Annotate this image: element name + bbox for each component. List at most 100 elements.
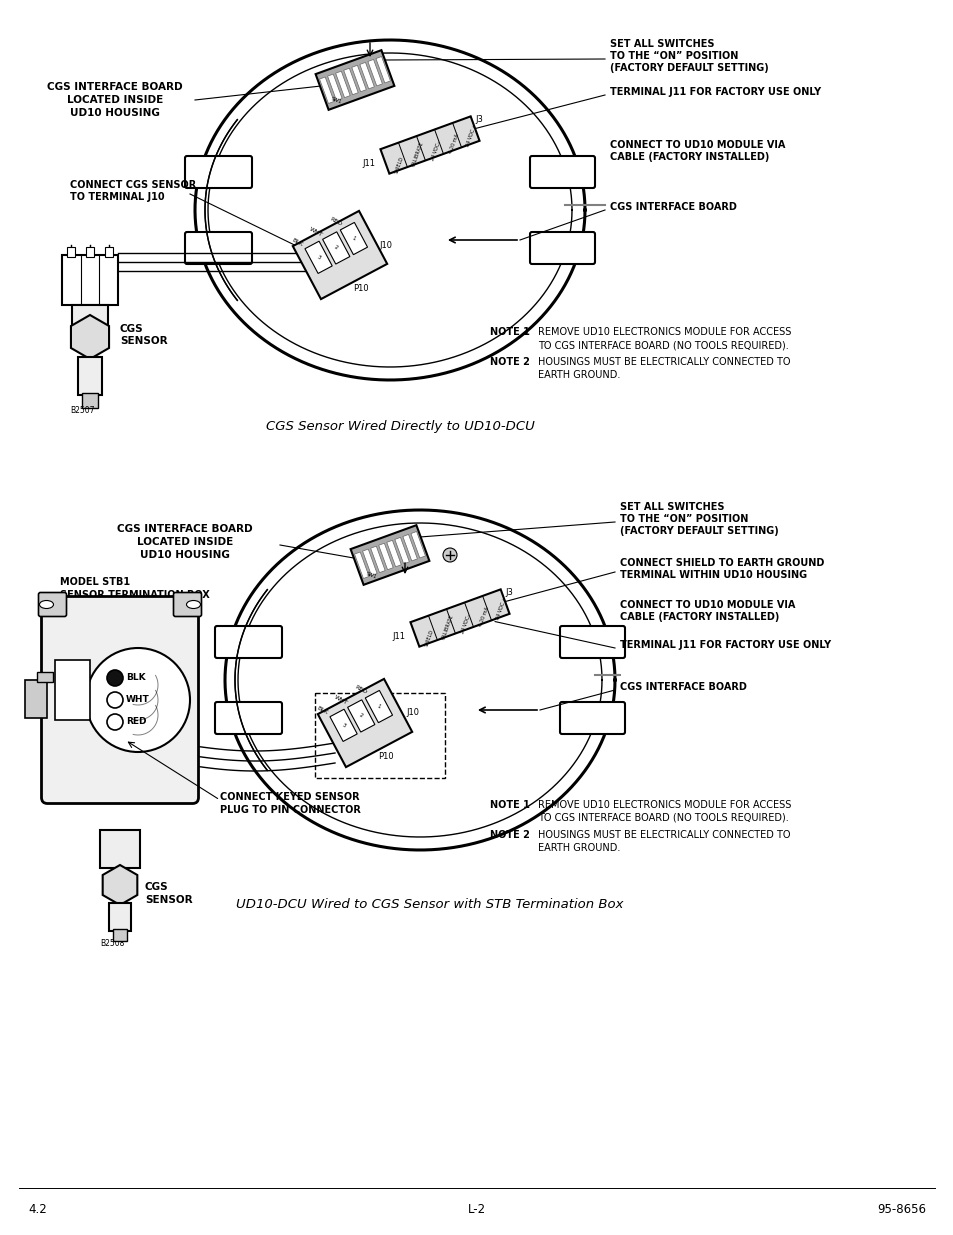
- Polygon shape: [315, 51, 394, 110]
- Text: PLUG TO PIN CONNECTOR: PLUG TO PIN CONNECTOR: [220, 805, 360, 815]
- Bar: [26, 680, 48, 718]
- Text: 24 VDC +: 24 VDC +: [465, 124, 477, 148]
- Text: J10: J10: [378, 241, 392, 249]
- Text: CONNECT CGS SENSOR: CONNECT CGS SENSOR: [70, 180, 196, 190]
- Polygon shape: [359, 62, 374, 89]
- FancyBboxPatch shape: [185, 232, 252, 264]
- Text: 24 VDC +: 24 VDC +: [495, 597, 508, 621]
- Text: 1: 1: [375, 704, 381, 710]
- Polygon shape: [340, 222, 367, 254]
- Text: (FACTORY DEFAULT SETTING): (FACTORY DEFAULT SETTING): [609, 63, 768, 73]
- Text: SHIELD: SHIELD: [394, 156, 405, 174]
- Text: CALIBRATE: CALIBRATE: [440, 614, 455, 641]
- Bar: [37, 672, 53, 682]
- Polygon shape: [330, 709, 356, 741]
- Text: RED: RED: [329, 216, 342, 227]
- Text: REMOVE UD10 ELECTRONICS MODULE FOR ACCESS: REMOVE UD10 ELECTRONICS MODULE FOR ACCES…: [537, 800, 791, 810]
- Polygon shape: [351, 525, 429, 585]
- Polygon shape: [378, 543, 393, 569]
- Text: EARTH GROUND.: EARTH GROUND.: [537, 370, 619, 380]
- Text: CALIBRATE: CALIBRATE: [411, 141, 424, 168]
- Polygon shape: [380, 116, 479, 174]
- Text: SW1: SW1: [365, 572, 377, 580]
- Text: SENSOR TERMINATION BOX: SENSOR TERMINATION BOX: [60, 590, 210, 600]
- Text: 4-20 mA: 4-20 mA: [448, 133, 459, 154]
- Text: MODEL STB1: MODEL STB1: [60, 577, 130, 587]
- Polygon shape: [322, 232, 350, 264]
- Text: TERMINAL J11 FOR FACTORY USE ONLY: TERMINAL J11 FOR FACTORY USE ONLY: [609, 86, 821, 98]
- Text: RED: RED: [126, 718, 147, 726]
- Polygon shape: [402, 535, 417, 561]
- FancyBboxPatch shape: [559, 701, 624, 734]
- Text: UD10 HOUSING: UD10 HOUSING: [140, 550, 230, 559]
- Text: CGS INTERFACE BOARD: CGS INTERFACE BOARD: [619, 682, 746, 692]
- Text: CABLE (FACTORY INSTALLED): CABLE (FACTORY INSTALLED): [619, 613, 779, 622]
- Text: WHT: WHT: [334, 695, 349, 706]
- Polygon shape: [368, 59, 382, 86]
- Bar: [109, 903, 131, 931]
- Polygon shape: [375, 57, 390, 83]
- Polygon shape: [327, 74, 342, 100]
- Bar: [112, 929, 127, 941]
- FancyBboxPatch shape: [42, 597, 198, 804]
- Text: HOUSINGS MUST BE ELECTRICALLY CONNECTED TO: HOUSINGS MUST BE ELECTRICALLY CONNECTED …: [537, 357, 790, 367]
- Text: P10: P10: [378, 752, 394, 761]
- FancyBboxPatch shape: [559, 626, 624, 658]
- Polygon shape: [71, 315, 109, 359]
- Text: CGS INTERFACE BOARD: CGS INTERFACE BOARD: [47, 82, 183, 91]
- Text: SENSOR: SENSOR: [145, 895, 193, 905]
- Text: TERMINAL WITHIN UD10 HOUSING: TERMINAL WITHIN UD10 HOUSING: [619, 571, 806, 580]
- Polygon shape: [371, 546, 385, 573]
- FancyBboxPatch shape: [214, 626, 282, 658]
- Bar: [314, 693, 444, 778]
- Text: CONNECT KEYED SENSOR: CONNECT KEYED SENSOR: [220, 792, 359, 802]
- Text: J11: J11: [362, 158, 375, 168]
- Text: CONNECT TO UD10 MODULE VIA: CONNECT TO UD10 MODULE VIA: [619, 600, 795, 610]
- Text: BLK: BLK: [291, 237, 303, 247]
- Ellipse shape: [186, 600, 200, 609]
- Text: B2507: B2507: [70, 406, 94, 415]
- Text: SHIELD: SHIELD: [424, 629, 435, 647]
- Text: 24 VDC–: 24 VDC–: [430, 140, 441, 161]
- FancyBboxPatch shape: [530, 156, 595, 188]
- Text: 3: 3: [315, 254, 321, 261]
- Text: 2: 2: [334, 245, 338, 251]
- Text: UD10 HOUSING: UD10 HOUSING: [70, 107, 160, 119]
- Text: SET ALL SWITCHES: SET ALL SWITCHES: [619, 501, 723, 513]
- Text: J3: J3: [475, 115, 483, 124]
- Text: WHT: WHT: [309, 227, 324, 238]
- Text: L-2: L-2: [468, 1203, 485, 1216]
- Text: J3: J3: [505, 588, 513, 597]
- Text: NOTE 1: NOTE 1: [490, 800, 529, 810]
- Circle shape: [442, 548, 456, 562]
- Text: UD10-DCU Wired to CGS Sensor with STB Termination Box: UD10-DCU Wired to CGS Sensor with STB Te…: [236, 898, 623, 911]
- Polygon shape: [411, 531, 425, 558]
- Text: TO THE “ON” POSITION: TO THE “ON” POSITION: [609, 51, 738, 61]
- FancyBboxPatch shape: [214, 701, 282, 734]
- Circle shape: [107, 692, 123, 708]
- Text: SW1: SW1: [331, 96, 342, 105]
- Polygon shape: [293, 211, 387, 299]
- FancyBboxPatch shape: [173, 593, 201, 616]
- Bar: [105, 247, 112, 257]
- FancyBboxPatch shape: [530, 232, 595, 264]
- Text: BLK: BLK: [315, 705, 328, 715]
- Bar: [86, 247, 94, 257]
- Text: TO THE “ON” POSITION: TO THE “ON” POSITION: [619, 514, 747, 524]
- Polygon shape: [305, 241, 332, 273]
- Text: CABLE (FACTORY INSTALLED): CABLE (FACTORY INSTALLED): [609, 152, 768, 162]
- Text: WHT: WHT: [126, 695, 150, 704]
- Polygon shape: [103, 864, 137, 905]
- Circle shape: [107, 714, 123, 730]
- Text: RED: RED: [354, 684, 368, 695]
- Text: REMOVE UD10 ELECTRONICS MODULE FOR ACCESS: REMOVE UD10 ELECTRONICS MODULE FOR ACCES…: [537, 327, 791, 337]
- Polygon shape: [410, 589, 509, 647]
- Text: NOTE 2: NOTE 2: [490, 830, 529, 840]
- Text: TO CGS INTERFACE BOARD (NO TOOLS REQUIRED).: TO CGS INTERFACE BOARD (NO TOOLS REQUIRE…: [537, 340, 788, 350]
- FancyBboxPatch shape: [185, 156, 252, 188]
- Polygon shape: [365, 690, 392, 722]
- Text: CGS INTERFACE BOARD: CGS INTERFACE BOARD: [117, 524, 253, 534]
- Bar: [100, 830, 140, 868]
- Text: SET ALL SWITCHES: SET ALL SWITCHES: [609, 40, 714, 49]
- Text: CGS INTERFACE BOARD: CGS INTERFACE BOARD: [609, 203, 736, 212]
